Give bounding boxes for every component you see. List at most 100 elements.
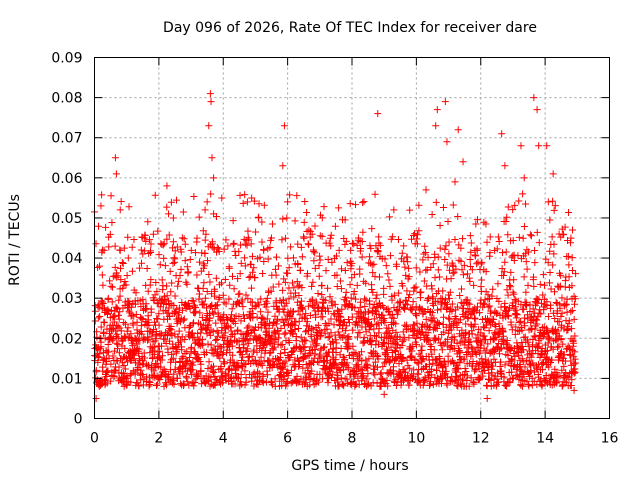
data-point [283,214,291,222]
data-point [209,328,217,336]
data-point [466,300,474,308]
data-point [471,315,479,323]
data-point [153,314,161,322]
data-point [560,230,568,238]
data-point [214,309,222,317]
data-point [517,142,525,150]
data-point [328,302,336,310]
data-point [482,220,490,228]
data-point [428,210,436,218]
data-point [189,358,197,366]
data-point [267,234,275,242]
data-point [331,311,339,319]
data-point [557,271,565,279]
data-point [108,336,116,344]
data-point [405,264,413,272]
data-point [119,260,127,268]
data-point [331,300,339,308]
data-point [386,282,394,290]
data-point [266,243,274,251]
data-point [92,366,100,374]
data-point [412,312,420,320]
data-point [206,382,214,390]
data-point [258,238,266,246]
data-point [531,246,539,254]
data-point [142,237,150,245]
data-point [431,274,439,282]
data-point [186,255,194,263]
data-point [474,216,482,224]
data-point [114,340,122,348]
data-point [384,308,392,316]
data-point [539,291,547,299]
data-point [216,281,224,289]
data-point [390,291,398,299]
data-point [564,252,572,260]
data-point [433,106,441,114]
data-point [192,369,200,377]
data-point [104,306,112,314]
data-point [150,343,158,351]
data-point [357,366,365,374]
data-point [333,271,341,279]
data-point [359,337,367,345]
data-point [504,311,512,319]
data-point [282,299,290,307]
data-point [344,345,352,353]
data-point [275,280,283,288]
data-point [171,292,179,300]
data-point [500,271,508,279]
data-point [188,371,196,379]
data-point [371,371,379,379]
data-point [353,281,361,289]
data-point [547,285,555,293]
data-point [305,226,313,234]
data-point [571,300,579,308]
data-point [207,302,215,310]
data-point [299,233,307,241]
data-point [466,256,474,264]
data-point [243,345,251,353]
data-point [454,126,462,134]
data-point [551,315,559,323]
data-point [462,328,470,336]
data-point [300,336,308,344]
data-point [568,254,576,262]
data-point [321,296,329,304]
data-point [226,281,234,289]
data-point [278,236,286,244]
data-point [535,142,543,150]
data-point [133,318,141,326]
data-point [539,360,547,368]
data-point [500,373,508,381]
data-point [183,280,191,288]
data-point [439,287,447,295]
data-point [399,355,407,363]
data-point [446,288,454,296]
data-point [117,276,125,284]
data-point [432,122,440,130]
data-point [167,326,175,334]
data-point [229,272,237,280]
data-point [442,367,450,375]
data-point [193,373,201,381]
data-point [543,347,551,355]
data-point [403,301,411,309]
data-point [116,324,124,332]
data-point [280,122,288,130]
data-point [210,310,218,318]
data-point [260,257,268,265]
data-point [119,284,127,292]
data-point [308,282,316,290]
data-point [254,381,262,389]
data-point [121,277,129,285]
data-point [377,382,385,390]
data-point [263,315,271,323]
data-point [542,371,550,379]
data-point [371,358,379,366]
data-point [555,317,563,325]
data-point [181,240,189,248]
data-point [480,299,488,307]
data-point [440,328,448,336]
x-tick-label: 14 [536,431,554,447]
